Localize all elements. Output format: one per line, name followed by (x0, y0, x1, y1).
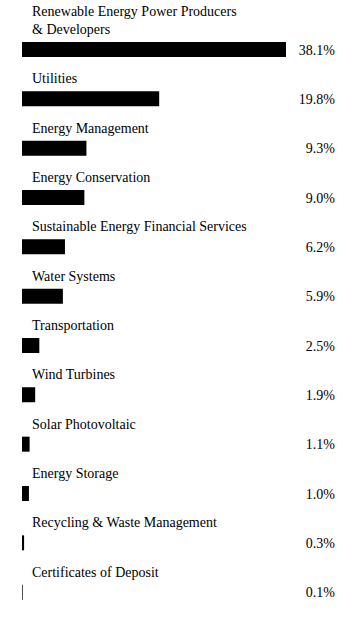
svg-text:Water Systems: Water Systems (32, 269, 115, 284)
svg-text:1.9%: 1.9% (306, 388, 336, 403)
svg-text:9.0%: 9.0% (306, 191, 336, 206)
svg-text:Renewable Energy Power Produce: Renewable Energy Power Producers (32, 4, 237, 19)
svg-text:& Developers: & Developers (32, 22, 110, 37)
svg-text:1.1%: 1.1% (306, 437, 336, 452)
svg-text:2.5%: 2.5% (306, 339, 336, 354)
svg-text:0.1%: 0.1% (306, 585, 336, 600)
svg-text:Wind Turbines: Wind Turbines (32, 367, 115, 382)
svg-text:Energy Storage: Energy Storage (32, 466, 118, 481)
svg-text:Utilities: Utilities (32, 71, 77, 86)
svg-text:Certificates of Deposit: Certificates of Deposit (32, 565, 159, 580)
svg-text:0.3%: 0.3% (306, 536, 336, 551)
svg-text:Transportation: Transportation (32, 318, 114, 333)
svg-text:Energy Conservation: Energy Conservation (32, 170, 150, 185)
svg-text:Sustainable Energy Financial S: Sustainable Energy Financial Services (32, 219, 247, 234)
svg-text:1.0%: 1.0% (306, 487, 336, 502)
svg-text:9.3%: 9.3% (306, 141, 336, 156)
svg-text:19.8%: 19.8% (299, 92, 336, 107)
svg-text:38.1%: 38.1% (299, 43, 336, 58)
svg-text:Solar Photovoltaic: Solar Photovoltaic (32, 417, 136, 432)
svg-text:5.9%: 5.9% (306, 289, 336, 304)
svg-text:6.2%: 6.2% (306, 240, 336, 255)
svg-text:Energy Management: Energy Management (32, 121, 149, 136)
svg-text:Recycling & Waste Management: Recycling & Waste Management (32, 515, 217, 530)
